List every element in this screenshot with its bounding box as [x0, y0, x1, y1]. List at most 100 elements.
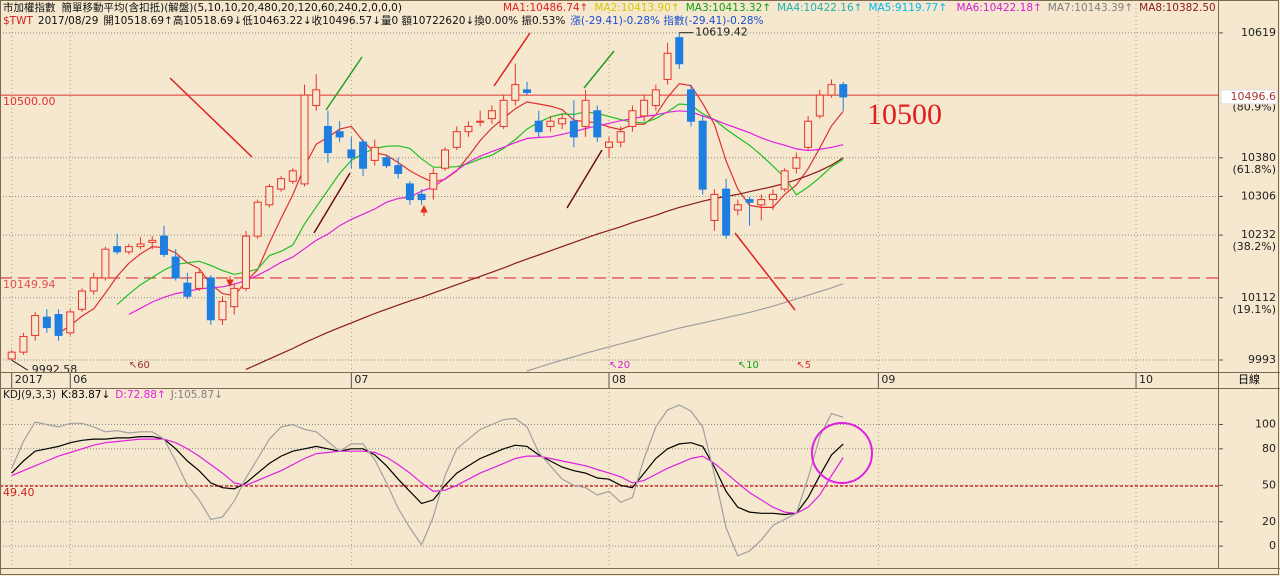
candle-body	[195, 272, 204, 289]
candle-body	[792, 157, 801, 169]
x-tick-label: 07	[354, 373, 368, 386]
candle-body	[136, 243, 145, 248]
candle-body	[780, 170, 789, 190]
candle-body	[441, 149, 450, 169]
x-tick-label: 2017	[15, 373, 43, 386]
candle-body	[698, 120, 707, 190]
candle-body	[768, 193, 777, 201]
candle-body	[19, 335, 28, 353]
drawn-trendlines	[169, 32, 796, 311]
quote: 開10518.69↑高10518.69↓低10463.22↓收10496.57↓…	[103, 14, 565, 27]
x-tick-label: 06	[73, 373, 87, 386]
candle-body	[417, 193, 426, 201]
last-price-label: 10496.6	[1231, 90, 1277, 103]
candle-body	[323, 125, 332, 154]
candle-body	[558, 118, 567, 125]
reference-label: 10149.94	[3, 278, 56, 291]
candle-body	[733, 204, 742, 211]
trendline	[325, 56, 363, 111]
y-tick-label: 10619	[1241, 26, 1276, 39]
candle-body	[640, 99, 649, 117]
trendline	[169, 77, 253, 158]
change: 漲(-29.41)-0.28% 指數(-29.41)-0.28%	[570, 14, 763, 27]
ma-value: MA3:10413.32↑	[686, 2, 771, 14]
high-label: 10619.42	[695, 26, 748, 39]
y-tick-label: 10232	[1241, 228, 1276, 241]
candle-body	[487, 110, 496, 120]
candle-body	[827, 84, 836, 96]
indicator-line	[11, 436, 844, 516]
candle-body	[464, 125, 473, 133]
candle-body	[148, 239, 157, 243]
ma-value: MA5:9119.77↑	[868, 2, 947, 14]
y-tick-label: 100	[1255, 417, 1276, 430]
ma-value: MA7:10143.39↑	[1048, 2, 1133, 14]
instrument-title: 市加權指數	[3, 1, 56, 14]
indicator-value: K:83.87↓	[61, 389, 110, 401]
candle-body	[651, 89, 660, 107]
ma-marker: ↖60	[129, 360, 150, 371]
indicator-line	[526, 283, 844, 372]
quote-date: 2017/08/29	[38, 15, 99, 27]
candle-body	[335, 131, 344, 138]
indicator-line	[11, 404, 844, 557]
candle-body	[31, 315, 40, 336]
x-tick-label: 08	[612, 373, 626, 386]
candle-body	[77, 290, 86, 310]
last-price-box	[1220, 89, 1278, 105]
candle-body	[277, 178, 286, 190]
candle-body	[429, 172, 438, 190]
ma-marker: ↖20	[609, 360, 630, 371]
trendline	[493, 32, 531, 87]
low-connector	[11, 359, 28, 371]
candle-body	[347, 149, 356, 159]
highlight-circle	[811, 422, 873, 484]
y-tick-label: 10306	[1241, 189, 1276, 202]
reference-label: 10500.00	[3, 95, 56, 108]
trendline	[583, 50, 615, 89]
candle-body	[675, 37, 684, 65]
symbol: $TWT	[3, 15, 33, 27]
ma-marker: ↖10	[738, 360, 759, 371]
period-label: 日線	[1238, 372, 1260, 386]
candle-body	[405, 183, 414, 201]
indicator-value: D:72.88↑	[115, 389, 165, 401]
candle-body	[370, 146, 379, 161]
indicator-title: KDJ(9,3,3)	[3, 389, 56, 401]
candle-body	[511, 84, 520, 101]
candle-body	[452, 131, 461, 148]
candle-body	[593, 110, 602, 138]
candle-body	[218, 300, 227, 321]
trendline	[313, 172, 351, 234]
candle-body	[171, 256, 180, 279]
indicator-name: 簡單移動平均(含扣抵)(解盤)(5,10,10,20,480,20,120,60…	[62, 1, 402, 14]
candle-body	[253, 201, 262, 237]
candle-body	[628, 110, 637, 127]
candle-body	[382, 157, 391, 167]
candle-body	[113, 246, 122, 253]
candle-body	[183, 282, 192, 297]
ma-marker: ↖5	[796, 360, 811, 371]
ma-value: MA6:10422.18↑	[956, 2, 1041, 14]
y-tick-label: 0	[1269, 539, 1276, 552]
candle-body	[300, 94, 309, 185]
candle-body	[616, 131, 625, 143]
candle-body	[312, 89, 321, 107]
candle-body	[66, 311, 75, 334]
candle-body	[124, 246, 133, 253]
x-tick-label: 09	[881, 373, 895, 386]
reference-label: 49.40	[3, 486, 35, 499]
candle-body	[206, 277, 215, 321]
candle-body	[534, 120, 543, 133]
candle-body	[804, 120, 813, 148]
low-label: 9992.58	[32, 363, 78, 376]
ma-value: MA2:10413.90↑	[594, 2, 679, 14]
candle-body	[546, 120, 555, 127]
signal-arrow	[226, 276, 234, 288]
fib-label: (19.1%)	[1232, 303, 1276, 316]
candle-body	[230, 287, 239, 308]
candle-body	[7, 351, 16, 360]
note: 10500	[867, 98, 942, 131]
